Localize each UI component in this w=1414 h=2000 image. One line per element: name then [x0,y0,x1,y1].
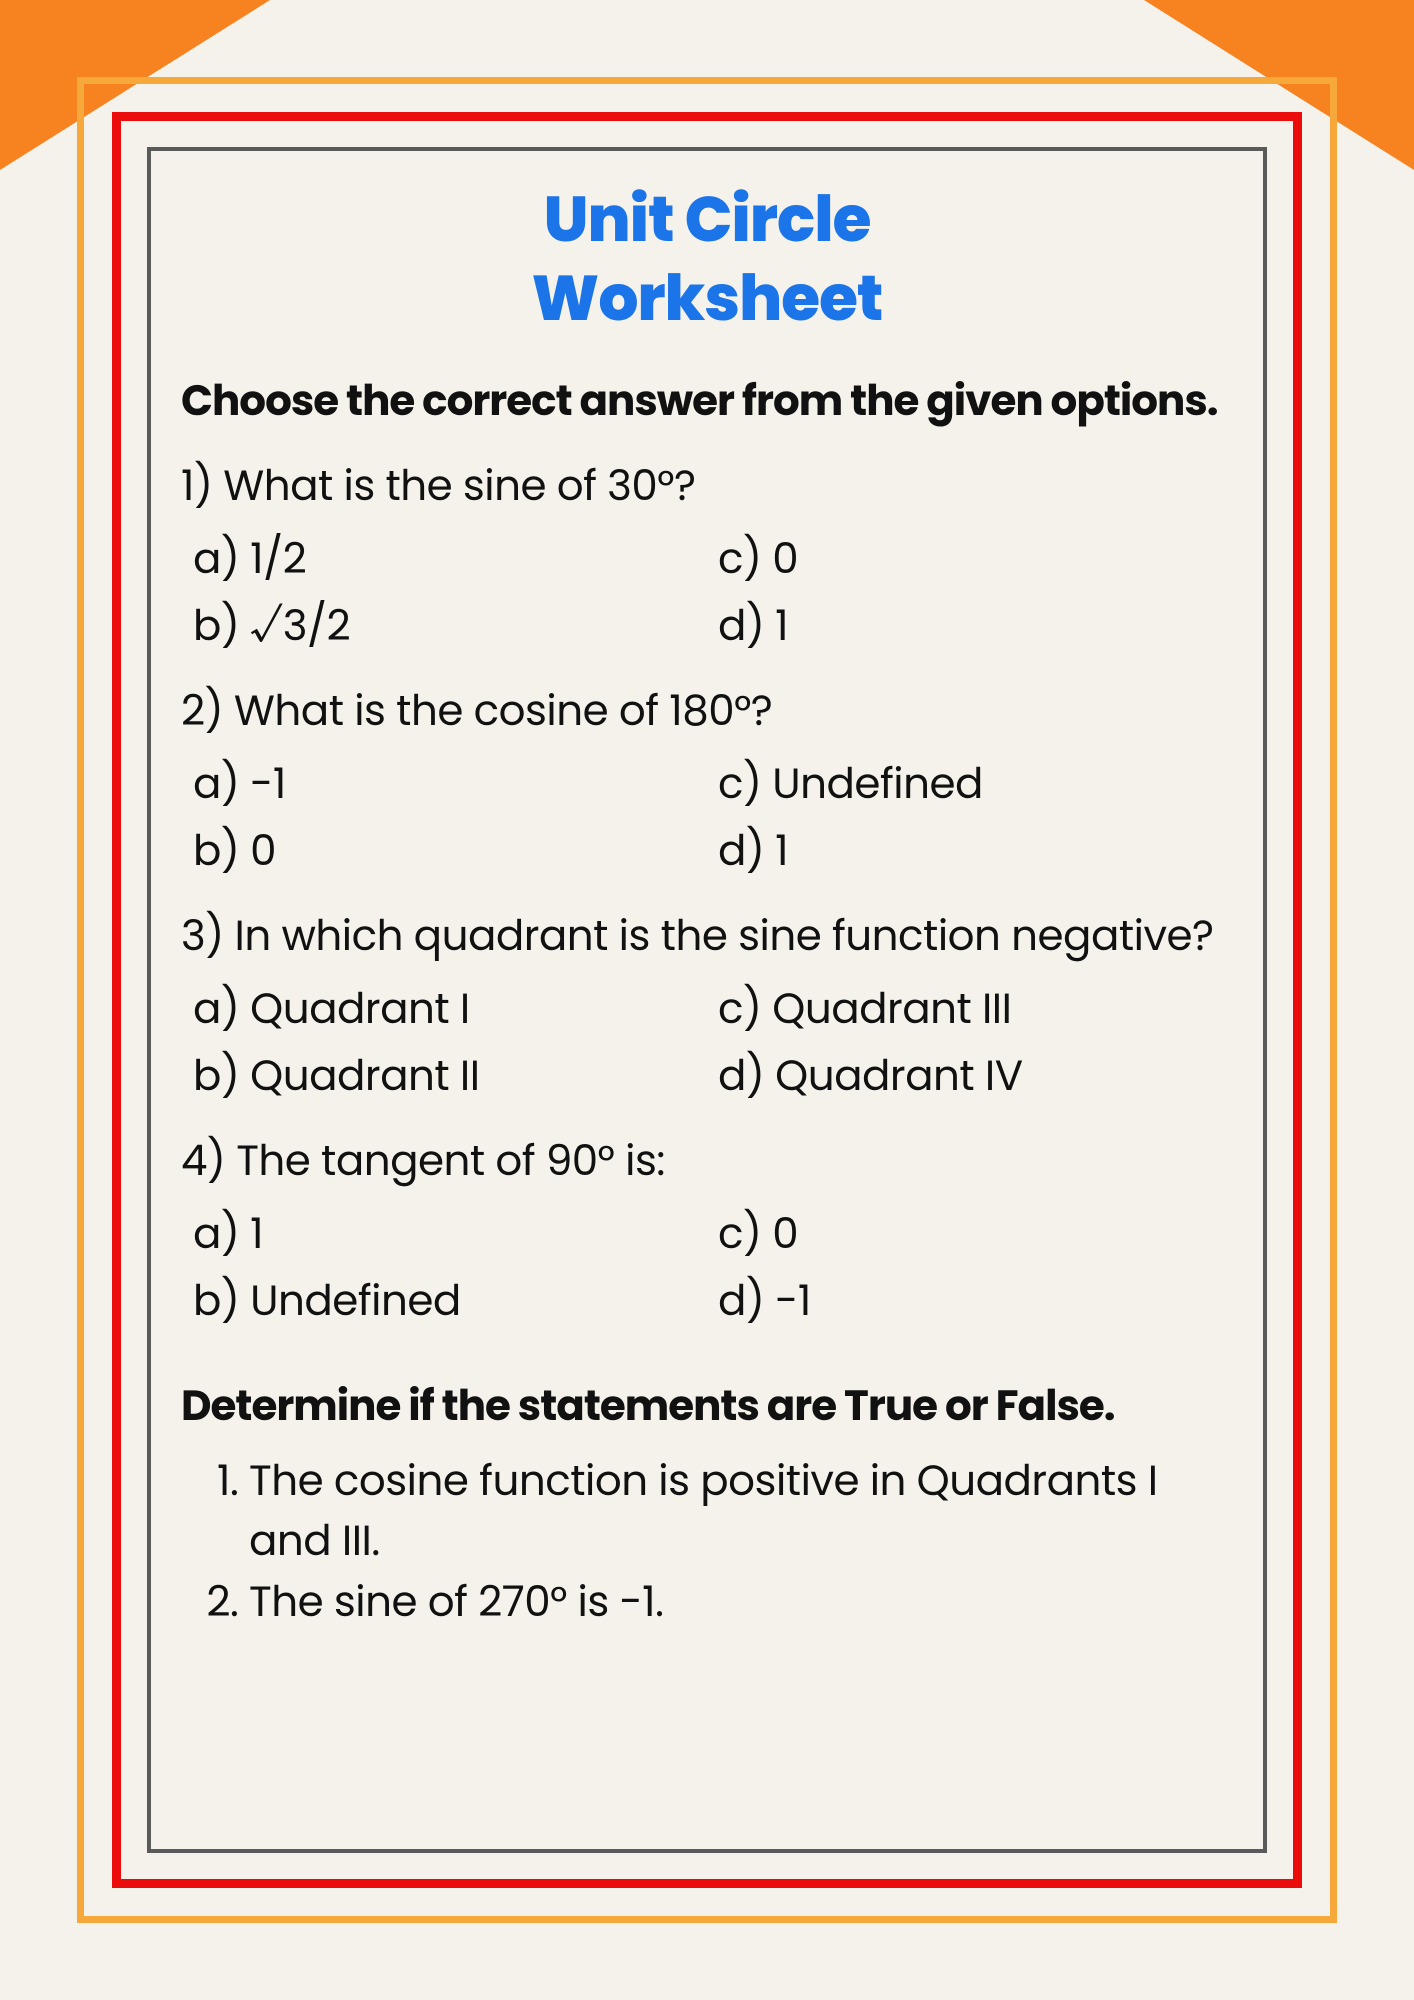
worksheet-title: Unit Circle Worksheet [181,181,1233,339]
question-3: 3) In which quadrant is the sine functio… [181,904,1233,967]
tf-item-2: The sine of 270° is -1. [249,1572,1233,1633]
q4-option-a: a) 1 [193,1202,708,1265]
q3-option-b: b) Quadrant II [193,1044,708,1107]
title-line-2: Worksheet [532,255,883,343]
true-false-list: The cosine function is positive in Quadr… [249,1451,1233,1634]
q1-option-b: b) √3/2 [193,594,708,657]
border-inner: Unit Circle Worksheet Choose the correct… [147,147,1267,1853]
question-3-options: a) Quadrant I c) Quadrant III b) Quadran… [193,977,1233,1107]
q3-option-c: c) Quadrant III [718,977,1233,1040]
question-4-options: a) 1 c) 0 b) Undefined d) -1 [193,1202,1233,1332]
question-1-options: a) 1/2 c) 0 b) √3/2 d) 1 [193,527,1233,657]
q3-option-a: a) Quadrant I [193,977,708,1040]
q1-option-c: c) 0 [718,527,1233,590]
q2-option-d: d) 1 [718,819,1233,882]
q3-option-d: d) Quadrant IV [718,1044,1233,1107]
q2-option-c: c) Undefined [718,752,1233,815]
section-2: Determine if the statements are True or … [181,1374,1233,1634]
q4-option-c: c) 0 [718,1202,1233,1265]
tf-item-1: The cosine function is positive in Quadr… [249,1451,1233,1573]
question-4: 4) The tangent of 90° is: [181,1129,1233,1192]
q4-option-b: b) Undefined [193,1269,708,1332]
q1-option-d: d) 1 [718,594,1233,657]
section2-instruction: Determine if the statements are True or … [181,1374,1233,1437]
q2-option-a: a) -1 [193,752,708,815]
q4-option-d: d) -1 [718,1269,1233,1332]
q1-option-a: a) 1/2 [193,527,708,590]
question-2: 2) What is the cosine of 180°? [181,679,1233,742]
question-1: 1) What is the sine of 30°? [181,454,1233,517]
section1-instruction: Choose the correct answer from the given… [181,369,1233,432]
title-line-1: Unit Circle [544,176,871,264]
q2-option-b: b) 0 [193,819,708,882]
question-2-options: a) -1 c) Undefined b) 0 d) 1 [193,752,1233,882]
